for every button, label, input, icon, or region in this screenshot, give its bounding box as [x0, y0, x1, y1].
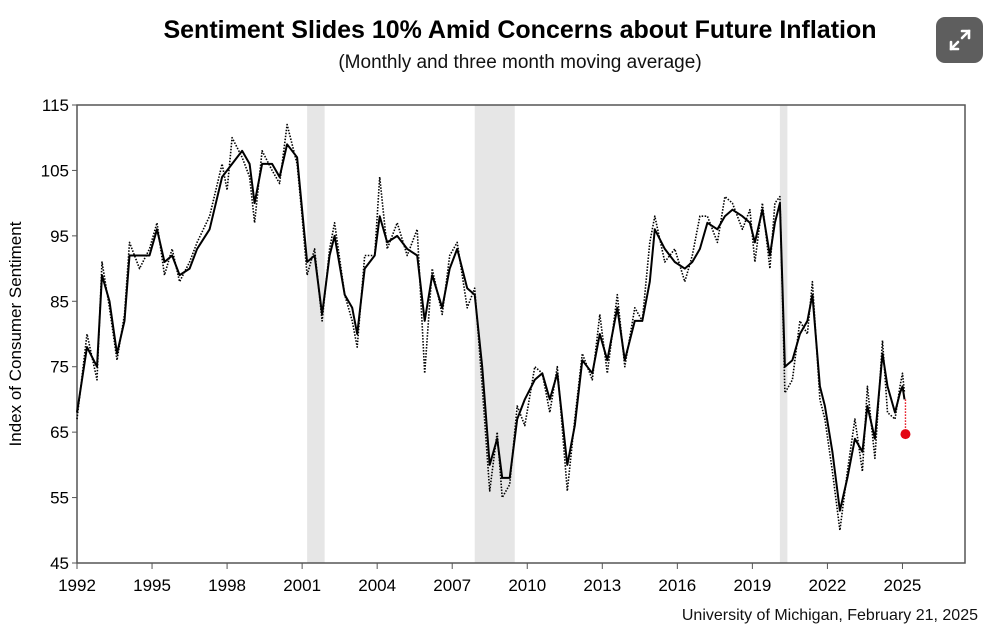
moving-average-line — [76, 143, 906, 512]
x-tick-label: 2001 — [283, 576, 321, 595]
expand-button[interactable] — [936, 17, 983, 63]
plot-frame — [76, 104, 966, 564]
y-tick-label: 55 — [50, 489, 69, 508]
y-axis-label: Index of Consumer Sentiment — [6, 221, 25, 446]
chart-subtitle: (Monthly and three month moving average) — [338, 52, 702, 73]
x-tick-label: 2007 — [433, 576, 471, 595]
expand-icon — [949, 29, 970, 51]
x-tick-label: 2019 — [733, 576, 771, 595]
x-tick-label: 2004 — [358, 576, 396, 595]
y-tick-label: 105 — [41, 161, 69, 180]
source-note: University of Michigan, February 21, 202… — [681, 607, 978, 624]
y-tick-label: 65 — [50, 423, 69, 442]
y-tick-label: 45 — [50, 554, 69, 573]
recession-band — [474, 105, 515, 563]
x-tick-label: 2010 — [508, 576, 546, 595]
y-tick-label: 115 — [42, 96, 69, 115]
x-tick-label: 2025 — [884, 576, 922, 595]
x-tick-label: 2022 — [809, 576, 847, 595]
x-tick-label: 1998 — [208, 576, 246, 595]
x-tick-label: 2013 — [583, 576, 621, 595]
x-tick-label: 2016 — [658, 576, 696, 595]
y-tick-label: 75 — [50, 358, 69, 377]
y-tick-label: 95 — [50, 227, 69, 246]
y-tick-label: 85 — [50, 292, 69, 311]
latest-point-marker — [900, 429, 911, 440]
recession-band — [307, 105, 325, 563]
chart-title: Sentiment Slides 10% Amid Concerns about… — [163, 16, 877, 44]
x-tick-label: 1992 — [58, 576, 96, 595]
x-tick-label: 1995 — [133, 576, 171, 595]
monthly-line — [76, 123, 906, 532]
